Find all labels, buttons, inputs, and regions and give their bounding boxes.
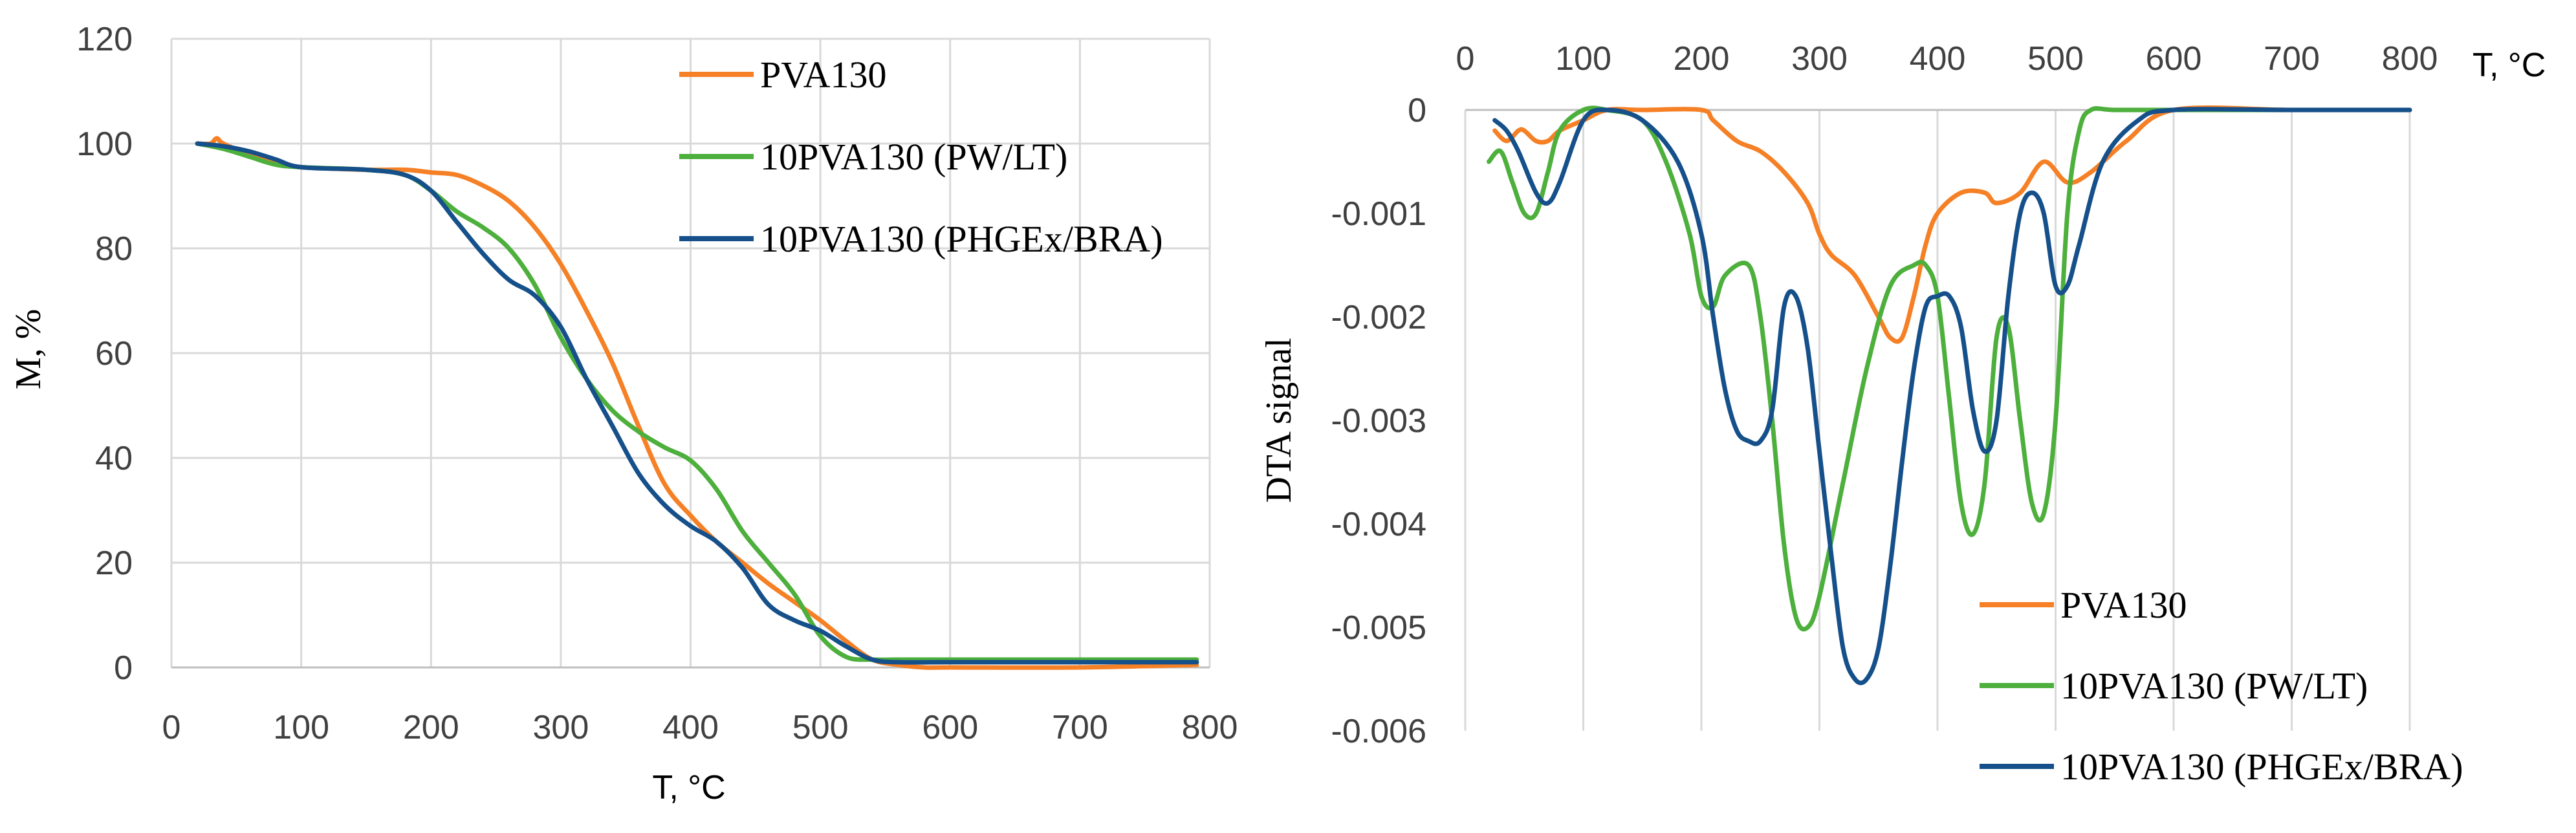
tga-x-tick-label: 500: [792, 709, 849, 746]
dta-y-tick-label: -0.002: [1331, 299, 1426, 336]
tga-series-line-10pva130-phgex-bra: [195, 141, 1199, 665]
dta-y-tick-label: -0.004: [1331, 506, 1426, 543]
tga-y-tick-label: 100: [76, 125, 133, 163]
tga-series-group: [195, 136, 1199, 670]
dta-x-tick-label: 0: [1456, 40, 1475, 78]
dta-series-group: [1487, 105, 2412, 686]
tga-chart: 0 100 200 300 400 500 600 700 800 0 20 40 60 80 100 120…: [8, 21, 1238, 806]
tga-x-tick-label: 800: [1182, 709, 1238, 746]
dta-x-tick-label: 500: [2027, 40, 2084, 78]
dta-x-tick-label: 300: [1791, 40, 1848, 78]
tga-x-tick-label: 400: [662, 709, 719, 746]
dta-series-line-10pva130-phgex-bra: [1492, 107, 2412, 686]
dta-x-axis-title: T, °C: [2472, 47, 2546, 84]
dta-y-tick-label: -0.005: [1331, 609, 1426, 647]
dta-legend: PVA130 10PVA130 (PW/LT) 10PVA130 (PHGEx/BR…: [1980, 584, 2463, 788]
tga-y-tick-label: 80: [95, 230, 133, 268]
dta-y-tick-label: -0.003: [1331, 402, 1426, 440]
tga-x-tick-label: 200: [403, 709, 459, 746]
dta-x-tick-label: 200: [1674, 40, 1730, 78]
tga-x-tick-label: 0: [162, 709, 181, 746]
dta-y-axis-title: DTA signal: [1259, 338, 1299, 503]
dta-series-line-10pva130-pw-lt: [1487, 105, 2412, 632]
dta-legend-label: 10PVA130 (PW/LT): [2060, 665, 2368, 707]
tga-x-tick-label: 700: [1052, 709, 1108, 746]
tga-legend: PVA130 10PVA130 (PW/LT) 10PVA130 (PHGEx/BR…: [679, 54, 1163, 260]
dta-legend-label: PVA130: [2060, 584, 2187, 626]
tga-x-tick-label: 300: [532, 709, 589, 746]
dta-x-tick-label: 100: [1555, 40, 1611, 78]
tga-legend-label: 10PVA130 (PW/LT): [760, 136, 1067, 178]
dta-x-tick-label: 400: [1910, 40, 1966, 78]
tga-y-tick-label: 40: [95, 440, 133, 477]
tga-legend-label: 10PVA130 (PHGEx/BRA): [760, 218, 1163, 260]
dta-x-tick-label: 600: [2146, 40, 2202, 78]
dta-x-tick-label: 700: [2264, 40, 2320, 78]
tga-legend-label: PVA130: [760, 54, 887, 96]
tga-y-axis-title: M, %: [8, 309, 49, 389]
tga-tick-labels: 0 100 200 300 400 500 600 700 800 0 20 40 60 80 100 120: [76, 21, 1238, 746]
dta-gridlines: [1464, 109, 2411, 731]
dta-tick-labels: 0 100 200 300 400 500 600 700 800 0 -0.001 -0.002 -0…: [1331, 40, 2438, 750]
dta-y-tick-label: -0.006: [1331, 713, 1426, 750]
dta-y-tick-label: -0.001: [1331, 195, 1426, 233]
tga-x-tick-label: 100: [273, 709, 329, 746]
tga-y-tick-label: 0: [114, 649, 133, 687]
tga-y-tick-label: 60: [95, 335, 133, 373]
dta-y-tick-label: 0: [1408, 92, 1426, 129]
tga-x-tick-label: 600: [922, 709, 978, 746]
tga-y-tick-label: 20: [95, 545, 133, 582]
dta-x-tick-label: 800: [2382, 40, 2438, 78]
tga-x-axis-title: T, °C: [652, 769, 725, 806]
dta-chart: 0 100 200 300 400 500 600 700 800 0 -0.001 -0.002 -0…: [1259, 40, 2546, 788]
tga-gridlines: [170, 38, 1211, 669]
tga-y-tick-label: 120: [76, 21, 133, 58]
dta-legend-label: 10PVA130 (PHGEx/BRA): [2060, 746, 2463, 788]
dta-series-line-pva130: [1492, 105, 2412, 344]
